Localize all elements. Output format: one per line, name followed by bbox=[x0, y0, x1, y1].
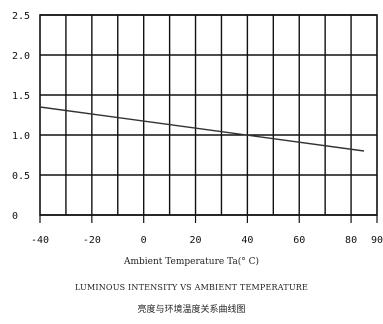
y-tick-label: 1.0 bbox=[12, 131, 30, 142]
y-tick-label: 0 bbox=[12, 211, 18, 222]
x-tick-label: 60 bbox=[293, 235, 305, 246]
chart-caption-english: LUMINOUS INTENSITY VS AMBIENT TEMPERATUR… bbox=[74, 283, 309, 292]
x-tick-label: 40 bbox=[241, 235, 253, 246]
data-line bbox=[39, 106, 365, 152]
x-axis-label: Ambient Temperature Ta(° C) bbox=[123, 257, 260, 267]
x-tick-label: -40 bbox=[31, 235, 49, 246]
plot-area bbox=[39, 14, 378, 216]
x-tick-label: 0 bbox=[141, 235, 147, 246]
y-tick-label: 2.0 bbox=[12, 51, 30, 62]
x-tick-label: 20 bbox=[190, 235, 202, 246]
y-tick-label: 0.5 bbox=[12, 171, 30, 182]
chart-caption-chinese: 亮度与环境温度关系曲线图 bbox=[137, 305, 246, 315]
x-tick-label: 90 bbox=[371, 235, 383, 246]
x-tick-label: 80 bbox=[345, 235, 357, 246]
y-tick-label: 2.5 bbox=[12, 11, 30, 22]
y-tick-label: 1.5 bbox=[12, 91, 30, 102]
x-tick-label: -20 bbox=[83, 235, 101, 246]
